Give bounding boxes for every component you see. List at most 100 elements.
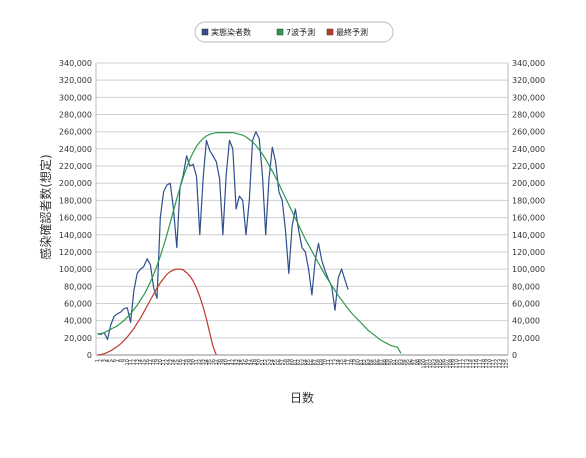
x-tick-label: 100: [421, 359, 427, 369]
series-line-0: [97, 131, 349, 341]
x-tick-label: 76: [342, 359, 348, 365]
x-tick-label: 22: [164, 359, 170, 365]
x-tick-label: 40: [224, 359, 230, 365]
gridlines: [96, 62, 508, 339]
x-tick-label: 64: [303, 359, 309, 365]
x-tick-label: 95: [405, 359, 411, 365]
legend-label-2: 最終予測: [336, 27, 368, 37]
y-tick-label-left: 60,000: [64, 299, 92, 308]
x-tick-label: 28: [184, 359, 190, 365]
x-tick-label: 47: [247, 359, 253, 365]
x-tick-label: 65: [306, 359, 312, 365]
x-tick-label: 30: [191, 359, 197, 365]
x-tick-label: 5: [108, 359, 114, 362]
x-tick-label: 11: [128, 359, 134, 365]
x-tick-label: 59: [286, 359, 292, 365]
x-tick-label: 103: [431, 359, 437, 369]
x-tick-label: 88: [382, 359, 388, 365]
y-tick-label-left: 240,000: [59, 145, 92, 154]
x-tick-label: 44: [237, 359, 243, 365]
legend-label-1: 7波予測: [286, 27, 315, 37]
x-tick-label: 42: [230, 359, 236, 365]
x-tick-label: 118: [481, 359, 487, 369]
x-tick-label: 15: [141, 359, 147, 365]
y-tick-label-right: 40,000: [512, 317, 540, 326]
y-tick-label-left: 0: [87, 351, 92, 360]
legend-swatch-1: [276, 28, 284, 36]
y-tick-label-left: 320,000: [59, 76, 92, 85]
x-tick-label: 57: [280, 359, 286, 365]
series-line-2: [97, 268, 217, 356]
y-tick-label-right: 0: [512, 351, 517, 360]
legend-swatch-0: [201, 28, 209, 36]
y-tick-label-left: 20,000: [64, 334, 92, 343]
x-tick-label: 72: [329, 359, 335, 365]
legend-label-0: 実態染者数: [211, 27, 251, 37]
x-tick-label: 101: [425, 359, 431, 369]
y-tick-label-left: 340,000: [59, 59, 92, 68]
x-tick-label: 55: [273, 359, 279, 365]
x-tick-label: 63: [300, 359, 306, 365]
y-tick-label-right: 100,000: [512, 265, 545, 274]
x-tick-label: 112: [461, 359, 467, 369]
x-tick-label: 86: [375, 359, 381, 365]
x-tick-label: 38: [217, 359, 223, 365]
x-tick-label: 12: [131, 359, 137, 365]
y-tick-label-left: 40,000: [64, 317, 92, 326]
x-tick-label: 61: [293, 359, 299, 365]
series-line-1: [97, 132, 402, 354]
y-tick-label-left: 80,000: [64, 282, 92, 291]
y-tick-label-left: 200,000: [59, 179, 92, 188]
x-axis-title: 日数: [290, 390, 314, 405]
y-tick-label-right: 220,000: [512, 162, 545, 171]
x-tick-label: 2: [98, 359, 104, 362]
x-tick-label: 109: [451, 359, 457, 369]
x-tick-label: 98: [415, 359, 421, 365]
x-tick-label: 123: [497, 359, 503, 369]
x-tick-label: 93: [398, 359, 404, 365]
x-tick-label: 52: [263, 359, 269, 365]
y-axis-right-ticks: 0 20,000 40,000 60,000 80,000 100,000 120,000 1…: [512, 59, 545, 360]
y-tick-label-right: 140,000: [512, 231, 545, 240]
x-tick-label: 97: [412, 359, 418, 365]
x-tick-label: 96: [408, 359, 414, 365]
y-tick-label-right: 300,000: [512, 93, 545, 102]
x-tick-label: 21: [161, 359, 167, 365]
x-tick-label: 31: [194, 359, 200, 365]
x-tick-label: 116: [474, 359, 480, 369]
x-tick-label: 32: [197, 359, 203, 365]
x-tick-label: 84: [369, 359, 375, 365]
y-tick-label-right: 320,000: [512, 76, 545, 85]
x-tick-label: 6: [112, 359, 118, 362]
y-tick-label-left: 120,000: [59, 248, 92, 257]
x-tick-label: 60: [290, 359, 296, 365]
x-tick-label: 79: [352, 359, 358, 365]
x-tick-label: 50: [257, 359, 263, 365]
x-tick-label: 54: [270, 359, 276, 365]
x-tick-label: 45: [240, 359, 246, 365]
x-tick-label: 71: [326, 359, 332, 365]
x-tick-label: 37: [214, 359, 220, 365]
x-tick-label: 92: [395, 359, 401, 365]
x-tick-label: 119: [484, 359, 490, 369]
x-tick-label: 69: [319, 359, 325, 365]
y-tick-label-right: 280,000: [512, 111, 545, 120]
x-tick-label: 29: [187, 359, 193, 365]
x-tick-label: 46: [243, 359, 249, 365]
x-tick-label: 58: [283, 359, 289, 365]
x-tick-label: 121: [491, 359, 497, 369]
x-tick-label: 77: [346, 359, 352, 365]
x-tick-label: 48: [250, 359, 256, 365]
x-tick-label: 102: [428, 359, 434, 369]
x-tick-label: 7: [115, 359, 121, 362]
x-tick-label: 66: [309, 359, 315, 365]
y-tick-label-right: 240,000: [512, 145, 545, 154]
x-tick-label: 105: [438, 359, 444, 369]
series-lines: [97, 131, 402, 356]
y-tick-label-right: 120,000: [512, 248, 545, 257]
x-tick-label: 25: [174, 359, 180, 365]
x-tick-label: 34: [204, 359, 210, 365]
y-tick-label-left: 160,000: [59, 214, 92, 223]
y-tick-label-right: 200,000: [512, 179, 545, 188]
